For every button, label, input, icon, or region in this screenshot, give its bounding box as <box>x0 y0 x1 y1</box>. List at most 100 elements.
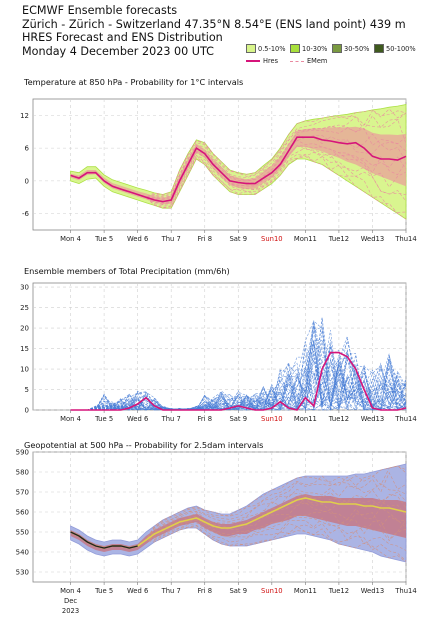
header-date: Monday 4 December 2023 00 UTC <box>22 44 214 58</box>
x-tick-label: Wed 6 <box>127 415 148 423</box>
forecast-header: ECMWF Ensemble forecasts Zürich - Zürich… <box>22 4 432 58</box>
x-tick-label: Mon11 <box>294 587 317 595</box>
ensemble-member-line <box>70 112 407 198</box>
x-tick-label: Tue12 <box>328 587 349 595</box>
y-tick-label: 5 <box>25 386 29 394</box>
precip-member-line <box>70 340 407 411</box>
x-tick-label: Tue 5 <box>94 587 113 595</box>
x-tick-label: Mon 4 <box>60 415 81 423</box>
legend-label-4: 50-100% <box>386 44 416 53</box>
hres-line <box>70 136 407 203</box>
precip-member-line <box>70 346 407 411</box>
precip-member-line <box>70 321 407 411</box>
temperature-panel-title: Temperature at 850 hPa - Probability for… <box>24 77 244 87</box>
probability-legend: 0.5-10% 10-30% 30-50% 50-100% Hres EMem <box>246 44 438 70</box>
precip-member-line <box>70 347 407 411</box>
x-tick-label: Wed 6 <box>127 235 148 243</box>
legend-swatch-2 <box>290 44 300 53</box>
x-tick-label: Fri 8 <box>197 235 212 243</box>
y-tick-label: 10 <box>20 366 29 374</box>
precip-member-line <box>70 320 407 411</box>
x-tick-label: Wed13 <box>361 415 384 423</box>
x-tick-label: Sat 9 <box>229 587 247 595</box>
x-tick-label: Wed13 <box>361 587 384 595</box>
x-tick-label: Wed 6 <box>127 587 148 595</box>
ensemble-member-line <box>70 145 407 204</box>
x-tick-label: Sun10 <box>261 415 283 423</box>
x-tick-label: Mon 4 <box>60 235 81 243</box>
y-tick-label: 25 <box>20 304 29 312</box>
precip-member-line <box>70 343 407 411</box>
ensemble-member-line <box>70 109 407 198</box>
precip-member-line <box>70 370 407 411</box>
probability-band-core <box>70 126 406 205</box>
x-tick-label: Sun10 <box>261 587 283 595</box>
x-tick-label: Tue12 <box>328 415 349 423</box>
y-tick-label: 20 <box>20 325 29 333</box>
precip-member-line <box>70 363 407 411</box>
legend-band-3: 30-50% <box>332 44 369 53</box>
ensemble-member-line <box>70 155 407 220</box>
x-tick-label: Mon11 <box>294 235 317 243</box>
y-tick-label: 0 <box>25 407 29 415</box>
y-tick-label: 6 <box>25 145 30 153</box>
geopotential-panel-title: Geopotential at 500 hPa -- Probability f… <box>24 440 264 450</box>
ensemble-member-line <box>70 118 407 198</box>
x-tick-label: Wed13 <box>361 235 384 243</box>
ensemble-member-line <box>70 509 407 549</box>
hres-line-start <box>70 531 138 549</box>
ensemble-member-line <box>70 127 407 200</box>
y-tick-label: 560 <box>16 509 29 517</box>
precip-member-line <box>70 349 407 411</box>
legend-swatch-1 <box>246 44 256 53</box>
y-tick-label: 570 <box>16 489 29 497</box>
header-title: ECMWF Ensemble forecasts <box>22 4 178 17</box>
x-tick-label: Thu 7 <box>161 415 181 423</box>
legend-label-3: 30-50% <box>344 44 370 53</box>
y-tick-label: -6 <box>22 210 30 218</box>
x-tick-label: Tue 5 <box>94 415 113 423</box>
precip-member-line <box>70 358 407 411</box>
ensemble-member-line <box>70 139 407 203</box>
x-tick-label: Tue 5 <box>94 235 113 243</box>
legend-hres: Hres <box>246 57 278 65</box>
ensemble-member-line <box>70 517 407 549</box>
y-tick-label: 0 <box>25 177 29 185</box>
x-tick-label: Thu 7 <box>161 235 181 243</box>
legend-label-2: 10-30% <box>302 44 328 53</box>
x-tick-label: Sat 9 <box>229 235 247 243</box>
plot-area <box>32 282 407 411</box>
legend-emem-label: EMem <box>307 57 328 65</box>
x-tick-label: Tue12 <box>328 235 349 243</box>
ensemble-member-line <box>70 147 407 206</box>
y-tick-label: 15 <box>20 345 29 353</box>
ensemble-member-line <box>70 145 407 205</box>
legend-emem-line <box>290 60 304 62</box>
x-sub-label: 2023 <box>62 607 79 615</box>
x-tick-label: Mon11 <box>294 415 317 423</box>
x-tick-label: Sat 9 <box>229 415 247 423</box>
legend-label-1: 0.5-10% <box>258 44 286 53</box>
hres-line <box>70 351 407 411</box>
legend-emem: EMem <box>290 57 327 65</box>
legend-swatch-4 <box>374 44 384 53</box>
x-tick-label: Thu14 <box>394 587 416 595</box>
precip-member-line <box>70 358 407 411</box>
x-tick-label: Thu14 <box>394 235 416 243</box>
y-tick-label: 580 <box>16 469 29 477</box>
x-tick-label: Fri 8 <box>197 587 212 595</box>
header-subtitle: HRES Forecast and ENS Distribution <box>22 31 223 44</box>
y-tick-label: 530 <box>16 569 29 577</box>
y-tick-label: 12 <box>20 112 29 120</box>
x-tick-label: Sun10 <box>261 235 283 243</box>
y-tick-label: 30 <box>20 284 29 292</box>
x-tick-label: Mon 4 <box>60 587 81 595</box>
x-tick-label: Thu14 <box>394 415 416 423</box>
x-tick-label: Fri 8 <box>197 415 212 423</box>
precip-member-line <box>70 326 407 411</box>
x-tick-label: Thu 7 <box>161 587 181 595</box>
legend-swatch-3 <box>332 44 342 53</box>
precip-member-line <box>70 363 407 411</box>
x-sub-label: Dec <box>64 597 77 605</box>
